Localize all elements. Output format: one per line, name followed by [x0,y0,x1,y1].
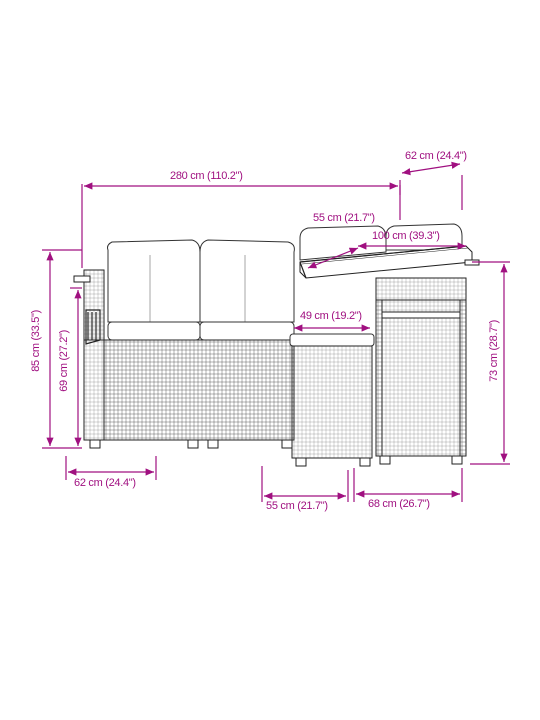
dim-seat-height [70,288,82,446]
label-width-total: 280 cm (110.2") [170,170,243,182]
sofa-seat-cushions [108,322,294,340]
dim-stool-depth-floor [262,466,348,502]
diagram-canvas: 280 cm (110.2") 62 cm (24.4") 100 cm (39… [0,0,540,720]
label-height-total: 85 cm (33.5") [30,310,42,372]
dim-depth-top [400,164,462,220]
label-table-width-top: 100 cm (39.3") [372,230,440,242]
label-table-depth: 55 cm (21.7") [313,212,375,224]
label-table-height: 73 cm (28.7") [488,320,500,382]
label-sofa-depth-floor: 62 cm (24.4") [74,477,136,489]
stool [290,334,374,466]
label-table-width-floor: 68 cm (26.7") [368,498,430,510]
label-stool-depth-floor: 55 cm (21.7") [266,500,328,512]
sofa-back-cushions [108,240,295,322]
label-seat-height: 69 cm (27.2") [58,330,70,392]
label-stool-horiz: 49 cm (19.2") [300,310,362,322]
label-depth-top: 62 cm (24.4") [405,150,467,162]
dim-table-width-floor [354,468,462,502]
